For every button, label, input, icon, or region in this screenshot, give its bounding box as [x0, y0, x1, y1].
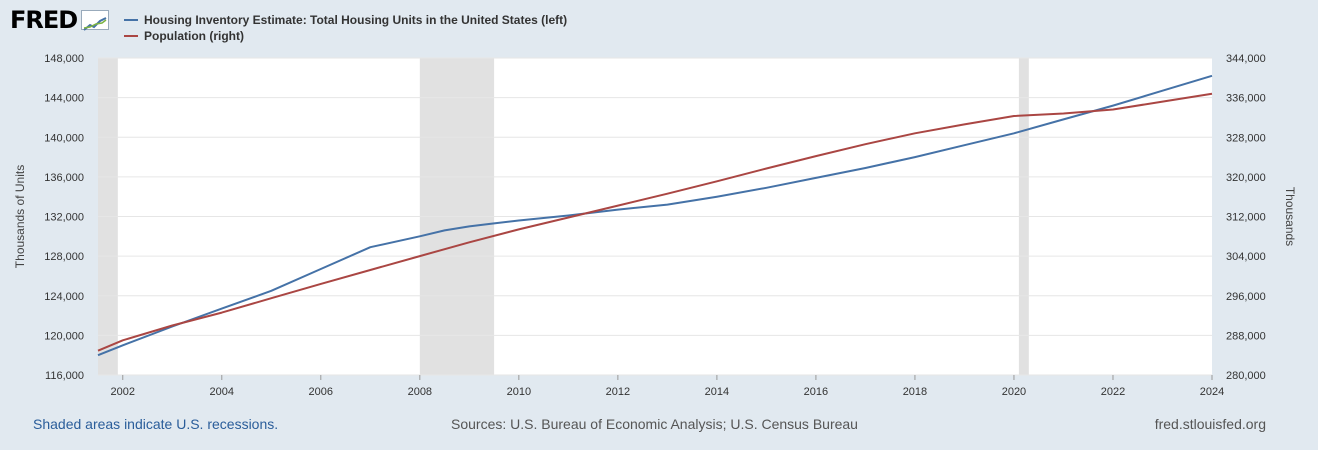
y-tick-label-left: 124,000 [44, 291, 84, 303]
y-tick-label-right: 336,000 [1226, 93, 1266, 105]
y-axis-label-left: Thousands of Units [13, 165, 27, 268]
y-tick-label-right: 296,000 [1226, 291, 1266, 303]
x-tick-label: 2012 [606, 386, 630, 398]
y-tick-label-right: 312,000 [1226, 212, 1266, 224]
x-tick-label: 2008 [408, 386, 432, 398]
y-tick-label-left: 128,000 [44, 251, 84, 263]
sources-note: Sources: U.S. Bureau of Economic Analysi… [451, 416, 858, 432]
recessions-note[interactable]: Shaded areas indicate U.S. recessions. [33, 416, 279, 432]
legend-label-housing: Housing Inventory Estimate: Total Housin… [144, 13, 568, 27]
y-tick-label-right: 304,000 [1226, 251, 1266, 263]
y-tick-label-left: 148,000 [44, 53, 84, 65]
x-tick-label: 2020 [1002, 386, 1026, 398]
legend-item-population[interactable]: Population (right) [124, 28, 567, 44]
y-tick-label-left: 132,000 [44, 212, 84, 224]
y-tick-label-right: 328,000 [1226, 132, 1266, 144]
x-tick-label: 2024 [1200, 386, 1224, 398]
chart-legend: Housing Inventory Estimate: Total Housin… [124, 12, 567, 44]
y-tick-label-left: 116,000 [45, 370, 84, 382]
legend-item-housing[interactable]: Housing Inventory Estimate: Total Housin… [124, 12, 567, 28]
x-tick-label: 2016 [804, 386, 828, 398]
fred-graph-icon [81, 10, 110, 31]
legend-label-population: Population (right) [144, 29, 244, 43]
y-tick-label-right: 320,000 [1226, 172, 1266, 184]
y-tick-label-right: 288,000 [1226, 330, 1266, 342]
x-tick-label: 2018 [903, 386, 927, 398]
x-tick-label: 2006 [309, 386, 333, 398]
y-tick-label-left: 144,000 [44, 93, 84, 105]
legend-swatch-population [124, 35, 138, 37]
x-tick-label: 2002 [111, 386, 135, 398]
y-tick-label-left: 140,000 [44, 132, 84, 144]
x-tick-label: 2014 [705, 386, 729, 398]
y-tick-label-right: 344,000 [1226, 53, 1266, 65]
y-tick-label-left: 120,000 [44, 330, 84, 342]
site-link[interactable]: fred.stlouisfed.org [1154, 416, 1266, 432]
legend-swatch-housing [124, 19, 138, 21]
y-axis-label-right: Thousands [1283, 187, 1297, 246]
x-tick-label: 2010 [507, 386, 531, 398]
x-tick-label: 2022 [1101, 386, 1125, 398]
series-line-population [97, 92, 1213, 352]
y-tick-label-left: 136,000 [44, 172, 84, 184]
fred-logo-text: FRED [10, 6, 78, 34]
y-tick-label-right: 280,000 [1226, 370, 1266, 382]
fred-logo[interactable]: FRED [10, 6, 110, 34]
x-tick-label: 2004 [210, 386, 234, 398]
